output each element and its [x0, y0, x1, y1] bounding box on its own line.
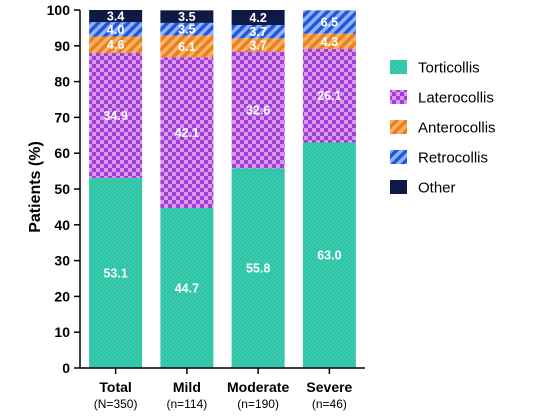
y-tick-label: 100	[47, 2, 71, 18]
legend-item-anterocollis: Anterocollis	[390, 120, 496, 137]
legend-item-laterocollis: Laterocollis	[390, 90, 494, 107]
data-label: 3.5	[178, 23, 195, 37]
x-tick-sublabel: (n=190)	[237, 397, 279, 411]
data-label: 53.1	[103, 266, 127, 280]
data-label: 42.1	[175, 126, 199, 140]
legend: Torticollis Laterocollis Anterocollis Retro…	[390, 60, 496, 197]
data-label: 55.8	[246, 262, 270, 276]
legend-swatch	[390, 60, 407, 74]
bar-segment-laterocollis	[231, 51, 285, 169]
x-tick-label: Total	[99, 379, 131, 395]
bar-segment-retrocollis	[160, 22, 214, 36]
legend-swatch	[390, 90, 407, 104]
legend-swatch	[390, 180, 407, 194]
data-label: 32.6	[246, 103, 270, 117]
data-label: 4.2	[249, 11, 266, 25]
legend-label: Anterocollis	[418, 120, 496, 137]
y-tick-label: 10	[54, 324, 70, 340]
data-label: 63.0	[317, 249, 341, 263]
bar-segment-retrocollis	[231, 25, 285, 39]
x-tick-sublabel: (N=350)	[94, 397, 138, 411]
legend-label: Retrocollis	[418, 150, 488, 167]
bar-mild: 44.7 42.1 6.1 3.53.5	[160, 10, 214, 368]
data-label: 34.9	[103, 109, 127, 123]
y-tick-label: 40	[54, 217, 70, 233]
data-label: 26.1	[317, 89, 341, 103]
bar-segment-other	[160, 10, 214, 23]
data-label: 44.7	[175, 281, 199, 295]
y-tick-label: 90	[54, 38, 70, 54]
bar-segment-anterocollis	[302, 33, 356, 50]
bar-severe: 63.0 26.1 4.3 6.5	[302, 10, 356, 368]
bar-segment-retrocollis	[89, 22, 143, 37]
bar-segment-torticollis	[231, 168, 285, 368]
y-tick-label: 30	[54, 253, 70, 269]
x-tick-sublabel: (n=46)	[312, 397, 347, 411]
bar-segment-laterocollis	[302, 49, 356, 143]
data-label: 4.3	[321, 35, 338, 49]
data-label: 3.7	[249, 38, 266, 52]
data-label: 6.1	[178, 40, 195, 54]
y-tick-label: 0	[62, 360, 70, 376]
x-tick-label: Mild	[173, 379, 201, 395]
bar-segment-anterocollis	[160, 35, 214, 58]
x-tick-label: Severe	[306, 379, 352, 395]
bar-segment-torticollis	[302, 142, 356, 368]
bar-segment-retrocollis	[302, 10, 356, 34]
bar-segment-laterocollis	[160, 57, 214, 208]
legend-label: Torticollis	[418, 60, 480, 77]
y-tick-label: 70	[54, 109, 70, 125]
bar-moderate: 55.832.63.73.74.2	[231, 10, 285, 368]
bar-segment-anterocollis	[89, 36, 143, 53]
legend-swatch	[390, 120, 407, 134]
bar-segment-other	[89, 10, 143, 23]
bar-segment-torticollis	[160, 207, 214, 368]
bar-segment-torticollis	[89, 177, 143, 368]
legend-label: Other	[418, 180, 456, 197]
bars: 53.1 34.9 4.64.03.4 44.7 42.1 6.1 3.53.5 55.8 32…	[89, 10, 356, 368]
bar-total: 53.1 34.9 4.64.03.4	[89, 10, 143, 368]
y-tick-label: 50	[54, 181, 70, 197]
legend-item-other: Other	[390, 180, 456, 197]
legend-swatch	[390, 150, 407, 164]
x-tick-label: Moderate	[227, 379, 289, 395]
bar-segment-laterocollis	[89, 52, 143, 178]
legend-item-retrocollis: Retrocollis	[390, 150, 488, 167]
y-axis: 0 10 20 30 40 50 60 70 80 90 100	[47, 2, 81, 376]
legend-label: Laterocollis	[418, 90, 494, 107]
data-label: 6.5	[321, 15, 338, 29]
data-label: 4.0	[107, 23, 124, 37]
x-axis: Total (N=350) Mild (n=114) Moderate (n=190) Se…	[80, 367, 365, 411]
y-tick-label: 20	[54, 288, 70, 304]
data-label: 3.7	[249, 25, 266, 39]
bar-segment-anterocollis	[231, 38, 285, 52]
legend-item-torticollis: Torticollis	[390, 60, 480, 77]
data-label: 3.4	[107, 10, 124, 24]
x-tick-sublabel: (n=114)	[166, 397, 207, 411]
data-label: 3.5	[178, 10, 195, 24]
y-axis-label: Patients (%)	[27, 141, 44, 233]
y-tick-label: 80	[54, 74, 70, 90]
y-tick-label: 60	[54, 145, 70, 161]
data-label: 4.6	[107, 38, 124, 52]
bar-segment-other	[231, 10, 285, 26]
